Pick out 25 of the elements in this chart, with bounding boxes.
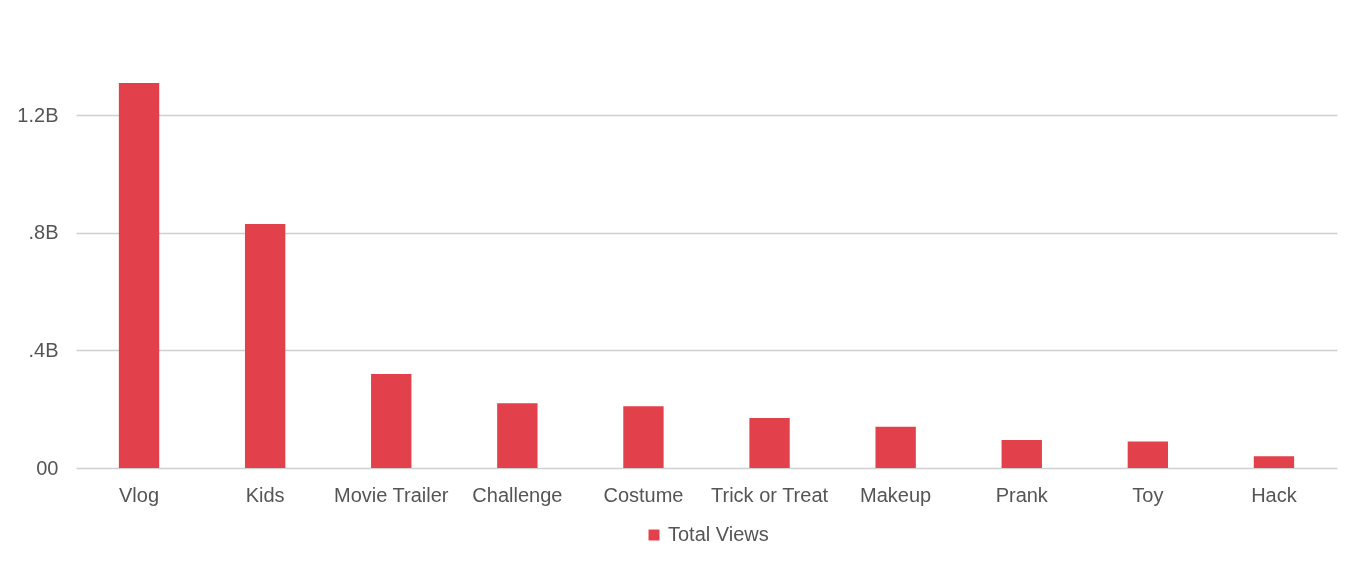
- bar: [1001, 440, 1042, 468]
- x-tick-label: Toy: [1132, 483, 1164, 506]
- legend-label: Total Views: [668, 523, 769, 545]
- x-tick-label: Costume: [603, 483, 684, 506]
- bar: [118, 83, 160, 468]
- x-tick-label: Vlog: [119, 483, 160, 506]
- bar: [1127, 441, 1169, 468]
- x-tick-label: Kids: [245, 483, 285, 506]
- x-tick-label: Challenge: [472, 483, 563, 506]
- bar: [1253, 456, 1295, 468]
- bar: [244, 224, 286, 468]
- y-tick-label: 1.2B: [17, 103, 59, 126]
- x-tick-label: Hack: [1251, 483, 1298, 506]
- x-tick-label: Prank: [995, 483, 1049, 506]
- y-tick-label: .4B: [28, 338, 59, 361]
- x-tick-label: Makeup: [860, 483, 932, 506]
- x-tick-label: Trick or Treat: [711, 483, 829, 506]
- bar: [623, 406, 664, 468]
- bar: [875, 426, 916, 468]
- bar: [371, 373, 412, 468]
- bar: [749, 418, 790, 468]
- x-tick-label: Movie Trailer: [334, 483, 449, 506]
- bar: [497, 403, 538, 468]
- y-tick-label: 00: [36, 456, 59, 479]
- y-tick-label: .8B: [28, 221, 59, 244]
